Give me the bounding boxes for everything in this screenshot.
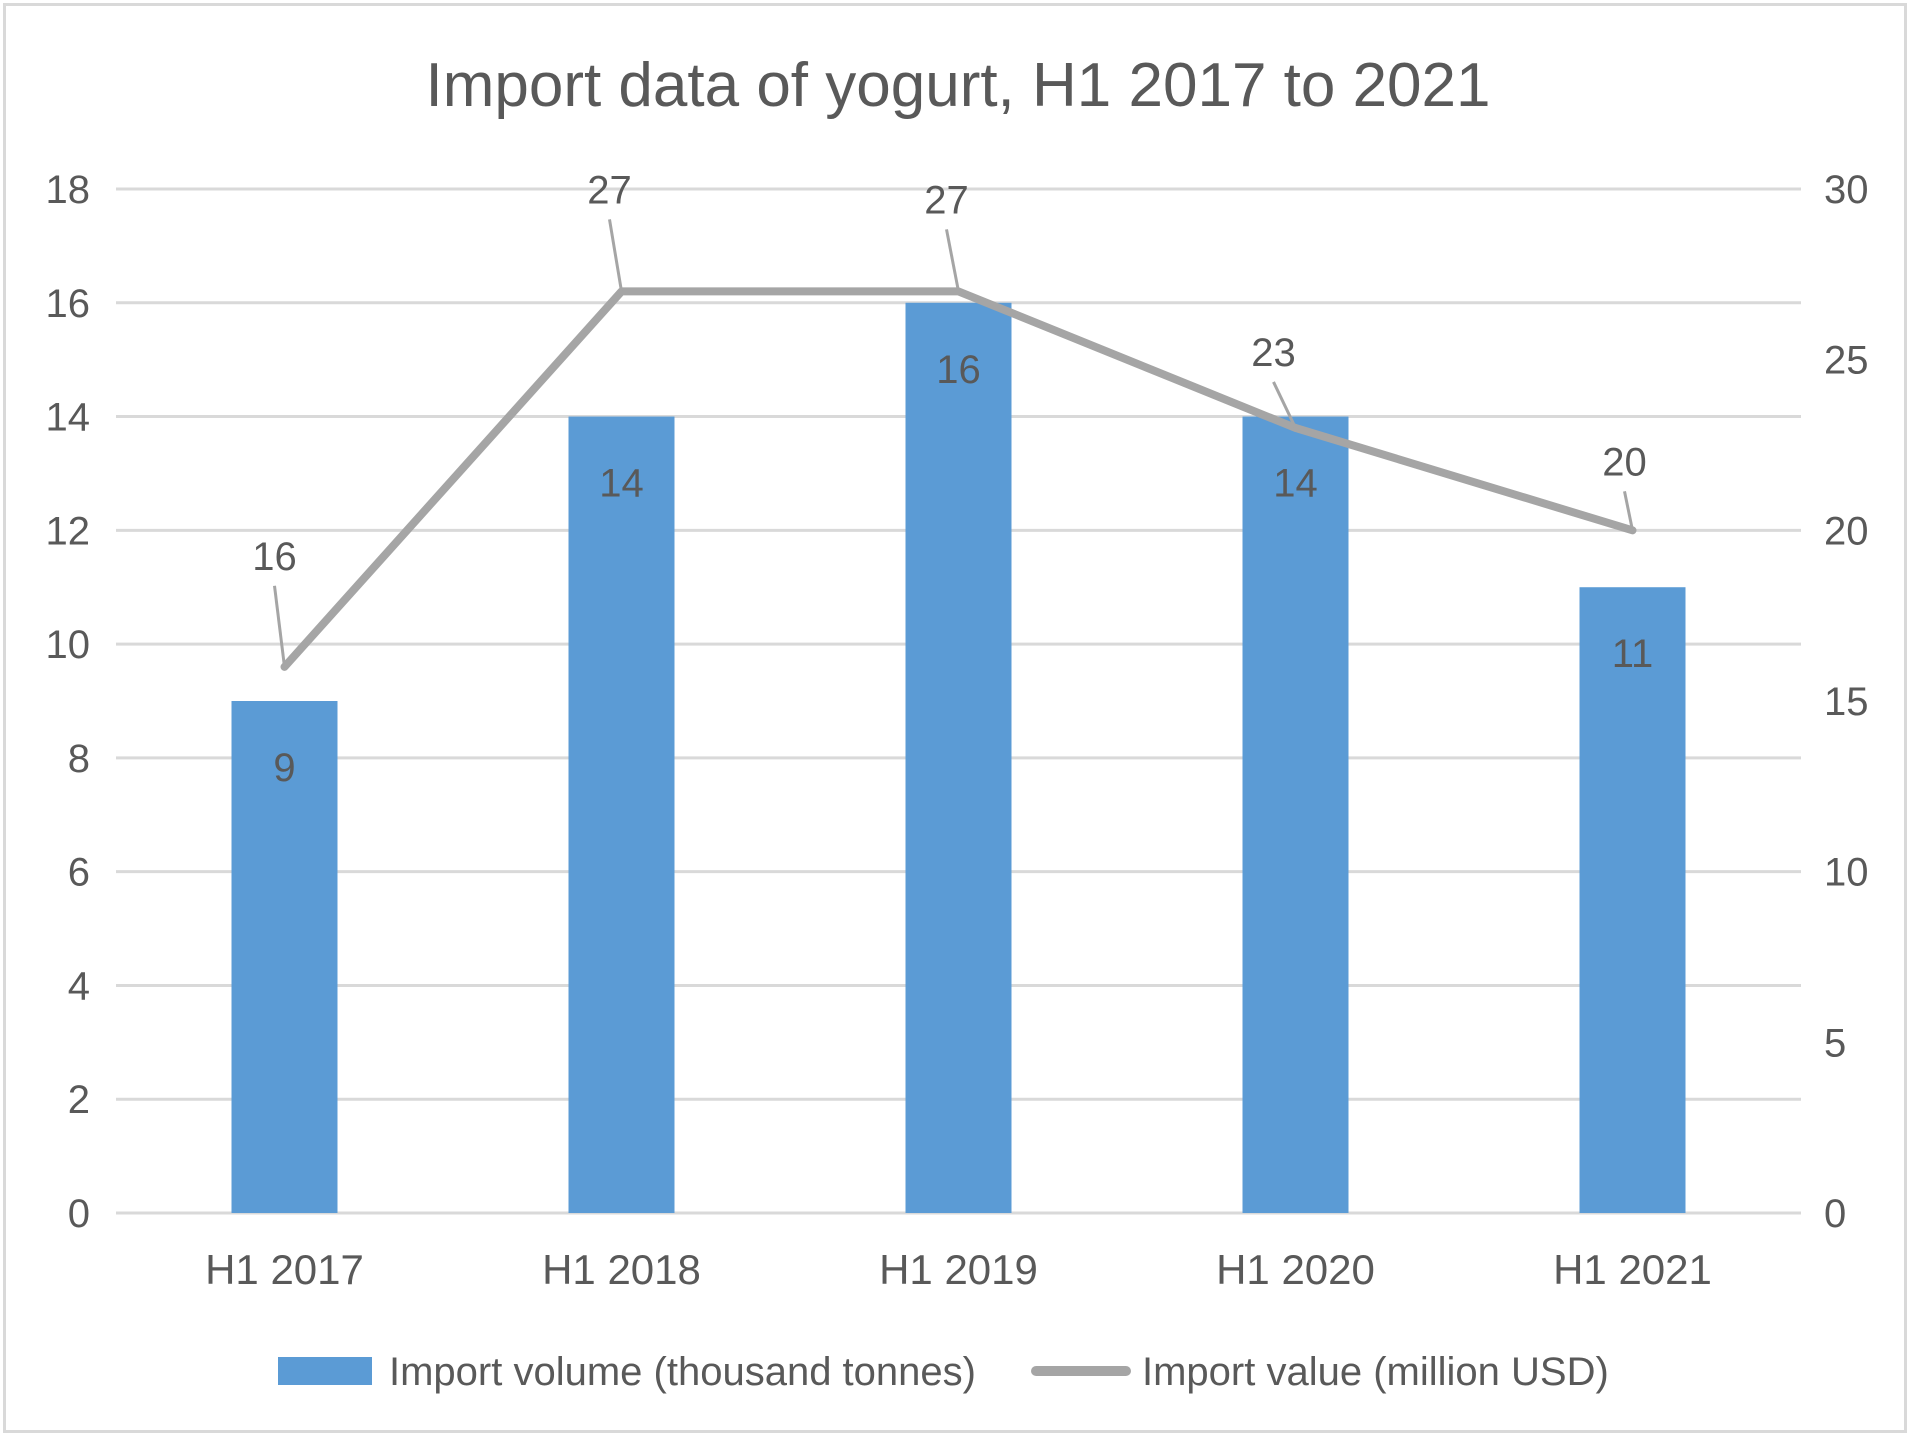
y-left-tick-label: 8 [68,737,90,781]
leader-line [608,219,623,292]
line-data-label: 27 [924,178,969,222]
legend-label-value: Import value (million USD) [1142,1350,1609,1394]
y-left-tick-label: 18 [46,168,91,212]
chart-title: Import data of yogurt, H1 2017 to 2021 [425,51,1490,120]
line-data-labels: 16 27 27 23 20 [252,168,1647,668]
y-left-tick-label: 0 [68,1192,90,1236]
y-axis-left: 0 2 4 6 8 10 12 14 16 18 [46,168,91,1236]
legend: Import volume (thousand tonnes) Import va… [278,1350,1609,1394]
y-right-tick-label: 25 [1824,339,1869,383]
y-right-tick-label: 20 [1824,509,1869,553]
y-left-tick-label: 14 [46,396,91,440]
bar-data-label: 16 [936,348,981,392]
y-left-tick-label: 16 [46,282,91,326]
y-right-tick-label: 0 [1824,1192,1846,1236]
bar [1579,587,1686,1213]
x-tick-label: H1 2019 [879,1246,1038,1293]
legend-swatch-bar [278,1357,372,1385]
leader-line [945,229,960,292]
combo-chart: Import data of yogurt, H1 2017 to 2021 9… [46,51,1869,1394]
bar [231,701,338,1213]
legend-label-volume: Import volume (thousand tonnes) [389,1350,976,1394]
line-data-label: 27 [587,168,632,212]
y-left-tick-label: 12 [46,509,91,553]
bar-data-label: 11 [1612,632,1654,676]
bar-data-label: 14 [1273,462,1318,506]
y-left-tick-label: 10 [46,623,91,667]
line-data-label: 20 [1602,440,1647,484]
line-data-label: 23 [1251,331,1296,375]
bar [1242,416,1349,1213]
y-axis-right: 0 5 10 15 20 25 30 [1824,168,1869,1236]
leader-line [1272,381,1297,429]
y-right-tick-label: 15 [1824,680,1869,724]
y-left-tick-label: 6 [68,851,90,895]
line-data-label: 16 [252,535,297,579]
x-tick-label: H1 2017 [205,1246,364,1293]
bar-data-labels: 9 14 16 14 11 [273,348,1653,790]
chart-container: Import data of yogurt, H1 2017 to 2021 9… [3,3,1907,1433]
bar-series [231,302,1686,1213]
x-tick-label: H1 2020 [1216,1246,1375,1293]
y-left-tick-label: 2 [68,1078,90,1122]
bar-data-label: 9 [273,746,295,790]
bar-data-label: 14 [599,462,644,506]
y-left-tick-label: 4 [68,964,90,1008]
y-right-tick-label: 10 [1824,851,1869,895]
bar [905,302,1012,1213]
x-tick-label: H1 2021 [1553,1246,1712,1293]
leader-line [1623,491,1634,531]
bar [568,416,675,1213]
x-tick-label: H1 2018 [542,1246,701,1293]
y-right-tick-label: 30 [1824,168,1869,212]
leader-line [273,585,286,668]
x-axis: H1 2017 H1 2018 H1 2019 H1 2020 H1 2021 [205,1246,1712,1293]
y-right-tick-label: 5 [1824,1021,1846,1065]
